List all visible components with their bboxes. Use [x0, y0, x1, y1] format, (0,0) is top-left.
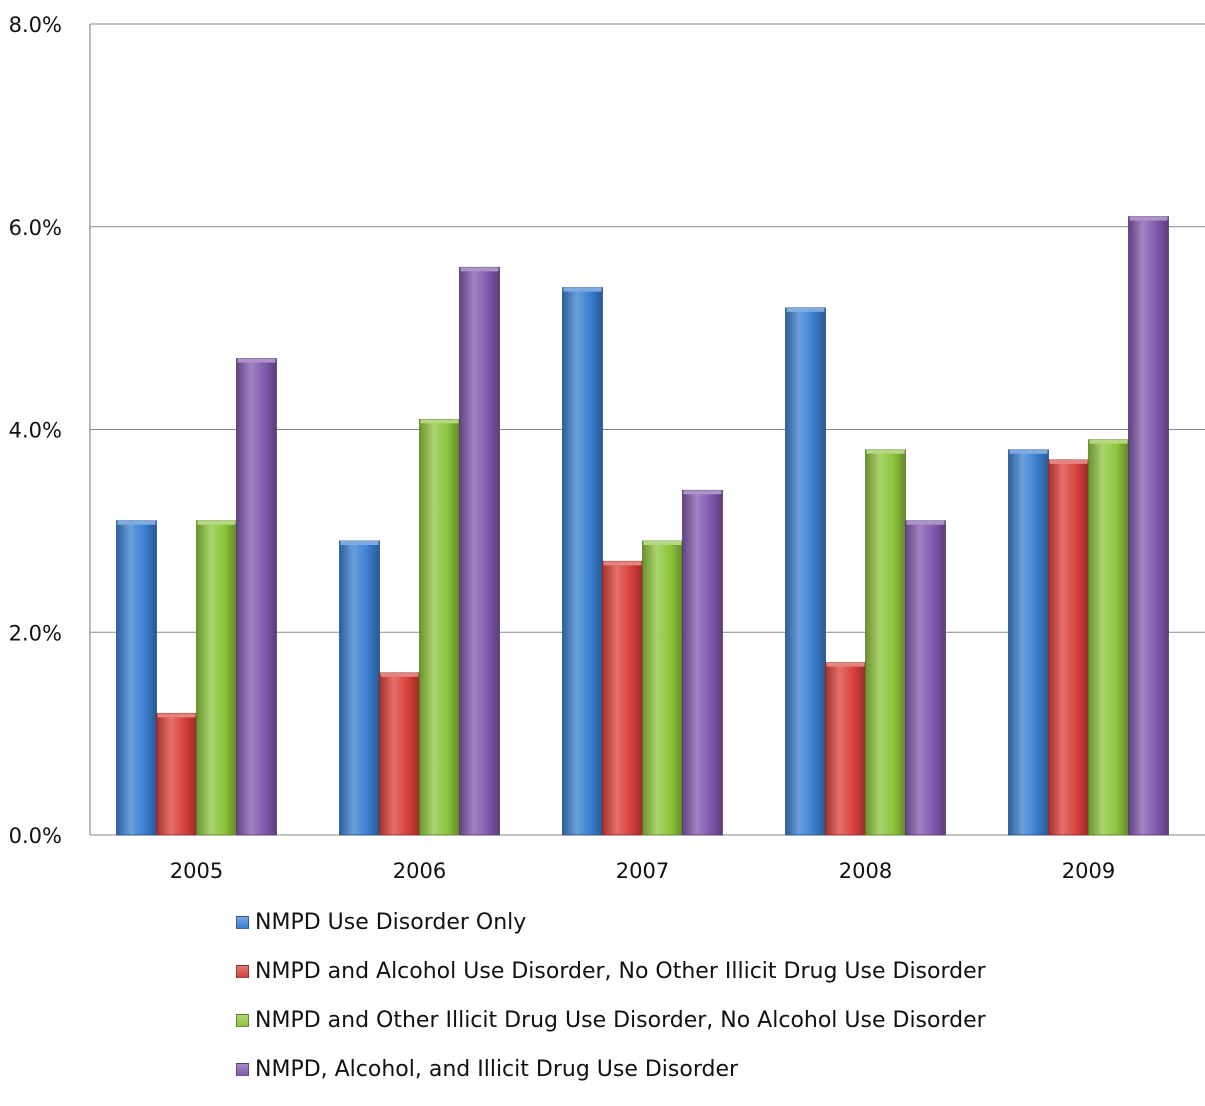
y-tick-label: 0.0% [9, 824, 62, 848]
bar-top-highlight [786, 307, 825, 312]
bar-chart: 0.0%2.0%4.0%6.0%8.0% 2005 2006 2007 2008 200… [9, 13, 1205, 883]
bar-top-highlight [563, 287, 602, 292]
bar-2006-series-4 [459, 266, 500, 836]
bar-2005-series-2 [156, 712, 197, 836]
bar-2006-series-1 [339, 540, 380, 836]
bar-2005-series-4 [236, 358, 277, 836]
x-tick-label: 2008 [839, 859, 892, 883]
legend-item: NMPD and Alcohol Use Disorder, No Other … [236, 958, 986, 984]
bar-top-highlight [1049, 459, 1088, 464]
legend-swatch [236, 1062, 249, 1076]
legend-label: NMPD, Alcohol, and Illicit Drug Use Diso… [255, 1056, 739, 1082]
bar-top-highlight [906, 520, 945, 525]
bar-top-highlight [826, 662, 865, 667]
bar-top-highlight [1129, 216, 1168, 221]
x-tick-label: 2005 [170, 859, 223, 883]
bar-2008-series-4 [905, 520, 946, 836]
bar-2008-series-2 [825, 662, 866, 836]
bar-2009-series-1 [1008, 449, 1049, 836]
legend-swatch [236, 964, 249, 978]
bar-2009-series-2 [1048, 459, 1089, 836]
legend: NMPD Use Disorder Only NMPD and Alcohol U… [236, 910, 986, 1106]
bar-top-highlight [683, 490, 722, 495]
bar-top-highlight [1089, 439, 1128, 444]
bar-top-highlight [197, 520, 236, 525]
bar-2006-series-2 [379, 672, 420, 836]
x-tick-label: 2007 [616, 859, 669, 883]
x-tick-label: 2006 [393, 859, 446, 883]
bar-2007-series-2 [602, 560, 643, 836]
bar-2008-series-3 [865, 449, 906, 836]
bar-2007-series-1 [562, 287, 603, 836]
bar-2005-series-3 [196, 520, 237, 836]
bar-top-highlight [460, 267, 499, 272]
legend-swatch [236, 1013, 249, 1027]
bar-top-highlight [117, 520, 156, 525]
legend-label: NMPD and Alcohol Use Disorder, No Other … [255, 958, 986, 984]
bar-top-highlight [866, 449, 905, 454]
bar-top-highlight [380, 672, 419, 677]
y-tick-label: 6.0% [9, 216, 62, 240]
bar-2009-series-4 [1128, 216, 1169, 836]
y-tick-label: 4.0% [9, 419, 62, 443]
bar-2005-series-1 [116, 520, 157, 836]
x-tick-label: 2009 [1062, 859, 1115, 883]
bar-2007-series-4 [682, 489, 723, 836]
bar-top-highlight [643, 541, 682, 546]
bar-2006-series-3 [419, 418, 460, 836]
bar-top-highlight [237, 358, 276, 363]
legend-item: NMPD and Other Illicit Drug Use Disorder… [236, 1007, 986, 1033]
legend-item: NMPD, Alcohol, and Illicit Drug Use Diso… [236, 1056, 986, 1082]
legend-label: NMPD Use Disorder Only [255, 909, 527, 935]
bar-top-highlight [340, 541, 379, 546]
bars [116, 216, 1169, 836]
bar-top-highlight [157, 713, 196, 718]
bar-top-highlight [1009, 449, 1048, 454]
bar-2007-series-3 [642, 540, 683, 836]
bar-top-highlight [420, 419, 459, 424]
legend-item: NMPD Use Disorder Only [236, 909, 986, 935]
legend-swatch [236, 915, 249, 929]
y-axis-ticks: 0.0% 2.0% 4.0% 6.0% 8.0% [9, 13, 62, 848]
bar-2008-series-1 [785, 307, 826, 836]
bar-2009-series-3 [1088, 439, 1129, 836]
legend-label: NMPD and Other Illicit Drug Use Disorder… [255, 1007, 986, 1033]
bar-top-highlight [603, 561, 642, 566]
y-tick-label: 2.0% [9, 621, 62, 645]
y-tick-label: 8.0% [9, 13, 62, 37]
x-axis-ticks: 2005 2006 2007 2008 2009 [170, 859, 1115, 883]
